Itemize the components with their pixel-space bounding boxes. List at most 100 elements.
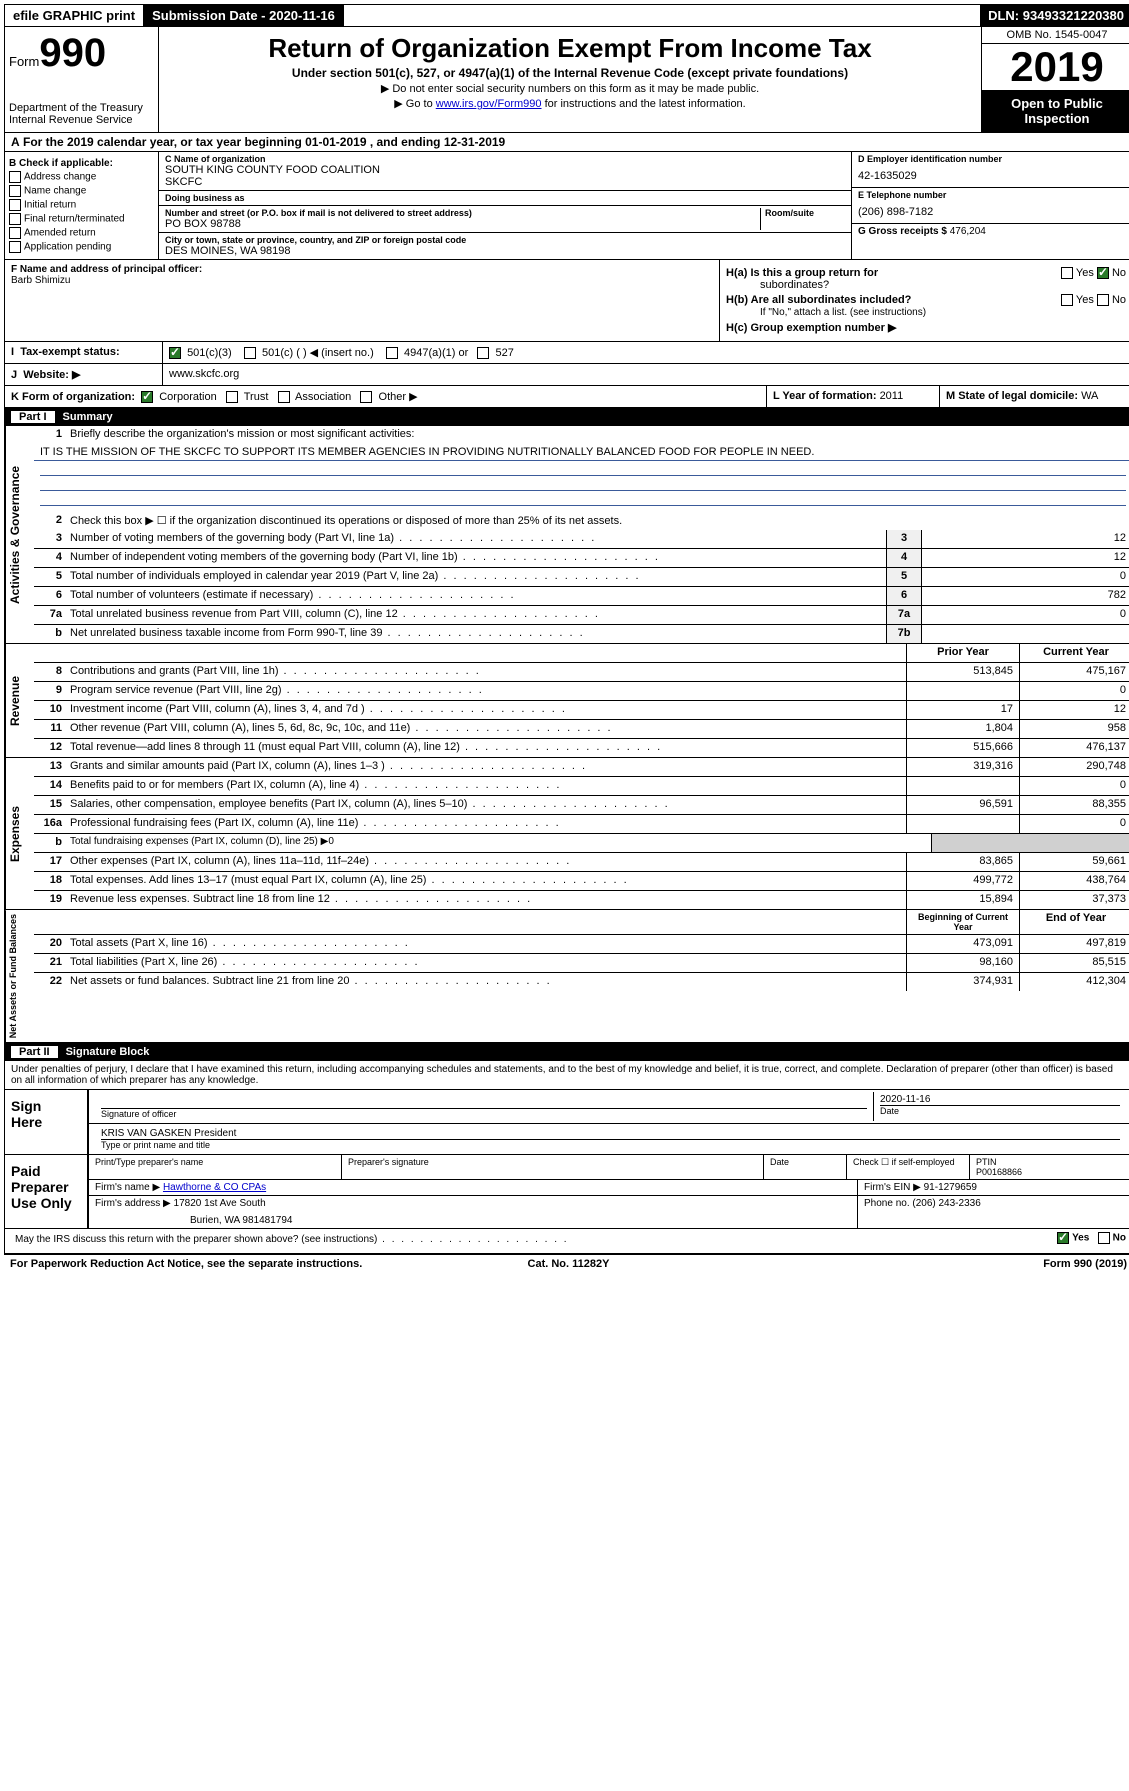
prior-value: 17 <box>906 701 1019 719</box>
current-value: 438,764 <box>1019 872 1129 890</box>
cb-trust[interactable] <box>226 391 238 403</box>
cb-other[interactable] <box>360 391 372 403</box>
cb-hb-no[interactable] <box>1097 294 1109 306</box>
prior-value <box>906 815 1019 833</box>
row-num: 13 <box>34 758 66 776</box>
cb-527[interactable] <box>477 347 489 359</box>
prior-value: 15,894 <box>906 891 1019 909</box>
perjury-text: Under penalties of perjury, I declare th… <box>5 1061 1129 1089</box>
q2-text: Check this box ▶ ☐ if the organization d… <box>66 512 1129 530</box>
form990-link[interactable]: www.irs.gov/Form990 <box>436 98 542 110</box>
k-org-row: K Form of organization: Corporation Trus… <box>4 386 1129 408</box>
q6-text: Total number of volunteers (estimate if … <box>66 587 886 605</box>
addr-label: Number and street (or P.O. box if mail i… <box>165 208 760 218</box>
q1-text: Briefly describe the organization's miss… <box>66 426 1129 444</box>
form-note2: ▶ Go to www.irs.gov/Form990 for instruct… <box>165 97 975 110</box>
row-num: 16a <box>34 815 66 833</box>
d-label: D Employer identification number <box>858 154 1126 164</box>
g-label: G Gross receipts $ <box>858 226 950 237</box>
q6-val: 782 <box>921 587 1129 605</box>
ein: 42-1635029 <box>858 170 1126 182</box>
calendar-year-line: A For the 2019 calendar year, or tax yea… <box>4 133 1129 152</box>
cb-hb-yes[interactable] <box>1061 294 1073 306</box>
cb-address-change[interactable] <box>9 171 21 183</box>
table-row: 8Contributions and grants (Part VIII, li… <box>34 663 1129 682</box>
table-row: 13Grants and similar amounts paid (Part … <box>34 758 1129 777</box>
cb-501c[interactable] <box>244 347 256 359</box>
firm-addr1: 17820 1st Ave South <box>174 1198 266 1209</box>
officer-name: Barb Shimizu <box>11 275 713 286</box>
cb-4947[interactable] <box>386 347 398 359</box>
firm-name[interactable]: Hawthorne & CO CPAs <box>163 1182 266 1193</box>
tax-status-row: I Tax-exempt status: 501(c)(3) 501(c) ( … <box>4 342 1129 364</box>
prep-name-header: Print/Type preparer's name <box>89 1155 342 1179</box>
cb-corp[interactable] <box>141 391 153 403</box>
prior-value: 499,772 <box>906 872 1019 890</box>
current-value: 0 <box>1019 815 1129 833</box>
cb-501c3[interactable] <box>169 347 181 359</box>
row-text: Total assets (Part X, line 16) <box>66 935 906 953</box>
table-row: 22Net assets or fund balances. Subtract … <box>34 973 1129 991</box>
name-address-block: C Name of organization SOUTH KING COUNTY… <box>159 152 851 259</box>
row-text: Benefits paid to or for members (Part IX… <box>66 777 906 795</box>
q3-text: Number of voting members of the governin… <box>66 530 886 548</box>
row-text: Total liabilities (Part X, line 26) <box>66 954 906 972</box>
cb-ha-yes[interactable] <box>1061 267 1073 279</box>
row-text: Professional fundraising fees (Part IX, … <box>66 815 906 833</box>
prep-check-header: Check ☐ if self-employed <box>847 1155 970 1179</box>
cb-discuss-no[interactable] <box>1098 1232 1110 1244</box>
cb-final-return[interactable] <box>9 213 21 225</box>
row-text: Investment income (Part VIII, column (A)… <box>66 701 906 719</box>
city-state-zip: DES MOINES, WA 98198 <box>165 245 845 257</box>
table-row: 20Total assets (Part X, line 16)473,0914… <box>34 935 1129 954</box>
cb-ha-no[interactable] <box>1097 267 1109 279</box>
sign-date-label: Date <box>880 1105 1120 1116</box>
dba-label: Doing business as <box>165 193 845 203</box>
net-assets-section: Net Assets or Fund Balances Beginning of… <box>4 910 1129 1043</box>
efile-label[interactable]: efile GRAPHIC print <box>5 5 144 26</box>
row-num: 14 <box>34 777 66 795</box>
address: PO BOX 98788 <box>165 218 760 230</box>
begin-year-header: Beginning of Current Year <box>906 910 1019 934</box>
page-footer: For Paperwork Reduction Act Notice, see … <box>4 1254 1129 1273</box>
cb-amended[interactable] <box>9 227 21 239</box>
cb-initial-return[interactable] <box>9 199 21 211</box>
f-label: F Name and address of principal officer: <box>11 264 202 275</box>
cb-name-change[interactable] <box>9 185 21 197</box>
row-num: 21 <box>34 954 66 972</box>
e-label: E Telephone number <box>858 190 1126 200</box>
table-row: 12Total revenue—add lines 8 through 11 (… <box>34 739 1129 757</box>
q7b-val <box>921 625 1129 643</box>
org-name2: SKCFC <box>165 176 845 188</box>
tax-year: 2019 <box>982 44 1129 90</box>
table-row: 11Other revenue (Part VIII, column (A), … <box>34 720 1129 739</box>
room-label: Room/suite <box>765 208 845 218</box>
current-value: 475,167 <box>1019 663 1129 681</box>
year-formation: 2011 <box>880 390 904 402</box>
form-year-block: OMB No. 1545-0047 2019 Open to PublicIns… <box>981 27 1129 132</box>
name-label: Type or print name and title <box>101 1139 1120 1150</box>
topbar-spacer <box>344 13 980 19</box>
id-block: B Check if applicable: Address change Na… <box>4 152 1129 260</box>
cb-discuss-yes[interactable] <box>1057 1232 1069 1244</box>
current-value: 497,819 <box>1019 935 1129 953</box>
c-label: C Name of organization <box>165 154 845 164</box>
row-num: 9 <box>34 682 66 700</box>
open-public: Open to PublicInspection <box>982 90 1129 132</box>
top-bar: efile GRAPHIC print Submission Date - 20… <box>4 4 1129 27</box>
cb-assoc[interactable] <box>278 391 290 403</box>
prior-value: 515,666 <box>906 739 1019 757</box>
website-row: J Website: ▶ www.skcfc.org <box>4 364 1129 386</box>
ptin-value: P00168866 <box>976 1167 1126 1177</box>
sign-date: 2020-11-16 <box>880 1094 1120 1105</box>
form-subtitle: Under section 501(c), 527, or 4947(a)(1)… <box>165 66 975 80</box>
dln: DLN: 93493321220380 <box>980 5 1129 26</box>
q5-val: 0 <box>921 568 1129 586</box>
submission-date: Submission Date - 2020-11-16 <box>144 5 344 26</box>
city-label: City or town, state or province, country… <box>165 235 845 245</box>
cb-app-pending[interactable] <box>9 241 21 253</box>
governance-section: Activities & Governance 1 Briefly descri… <box>4 426 1129 644</box>
row-text: Net assets or fund balances. Subtract li… <box>66 973 906 991</box>
current-value: 958 <box>1019 720 1129 738</box>
q7b-text: Net unrelated business taxable income fr… <box>66 625 886 643</box>
